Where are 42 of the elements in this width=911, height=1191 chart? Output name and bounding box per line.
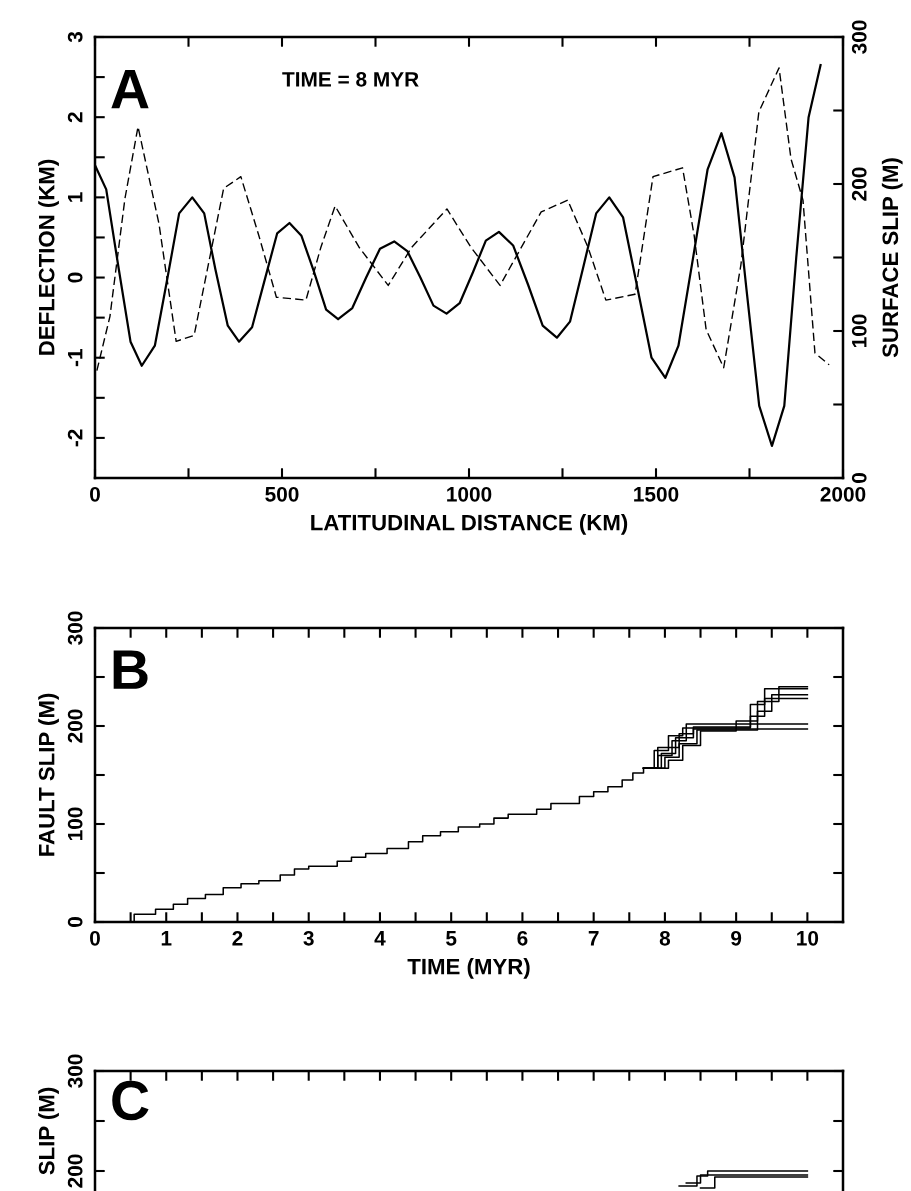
annotation: C — [112, 1080, 149, 1121]
y-tick-label: 1 — [68, 192, 83, 202]
y-tick-label: 200 — [67, 709, 83, 743]
x-axis-title: TIME (MYR) — [407, 958, 530, 979]
y-tick-label: -2 — [67, 429, 83, 447]
x-tick-label: 8 — [659, 930, 671, 946]
y2-tick-label: 300 — [851, 20, 867, 54]
y-tick-label: 200 — [67, 1154, 83, 1188]
y-tick-label: 300 — [67, 611, 83, 645]
x-tick-label: 0 — [90, 930, 100, 946]
x-tick-label: 0 — [90, 486, 100, 502]
annotation: A — [111, 69, 149, 109]
x-tick-label: 2000 — [820, 486, 866, 502]
y-axis-title: FAULT SLIP (M) — [38, 693, 59, 856]
x-axis-title: LATITUDINAL DISTANCE (KM) — [311, 514, 628, 535]
y-axis-title: DEFLECTION (KM) — [38, 159, 59, 355]
annotation: TIME = 8 MYR — [282, 71, 419, 87]
y2-tick-label: 0 — [851, 473, 867, 483]
x-tick-label: 3 — [303, 930, 314, 946]
x-tick-label: 9 — [731, 930, 742, 946]
x-tick-label: 6 — [517, 930, 528, 946]
x-tick-label: 1000 — [447, 486, 492, 502]
y2-axis-title: SURFACE SLIP (M) — [881, 158, 903, 358]
y-tick-label: 2 — [67, 112, 83, 123]
y2-tick-label: 100 — [851, 314, 867, 348]
x-tick-label: 7 — [588, 931, 599, 946]
y-tick-label: 0 — [67, 272, 83, 283]
y-axis-title: SLIP (M) — [38, 1087, 59, 1175]
annotation: B — [113, 650, 148, 689]
x-tick-label: 2 — [232, 930, 243, 946]
x-tick-label: 1 — [161, 931, 172, 946]
y-tick-label: 3 — [67, 31, 83, 43]
x-tick-label: 4 — [374, 931, 386, 946]
y-tick-label: -1 — [68, 349, 83, 367]
x-tick-label: 1500 — [634, 486, 679, 502]
x-tick-label: 500 — [265, 486, 299, 502]
y2-tick-label: 200 — [851, 167, 867, 201]
y-tick-label: 100 — [67, 807, 83, 841]
y-tick-label: 0 — [67, 917, 83, 927]
x-tick-label: 10 — [797, 930, 819, 946]
y-tick-label: 300 — [67, 1054, 83, 1088]
x-tick-label: 5 — [446, 931, 457, 946]
